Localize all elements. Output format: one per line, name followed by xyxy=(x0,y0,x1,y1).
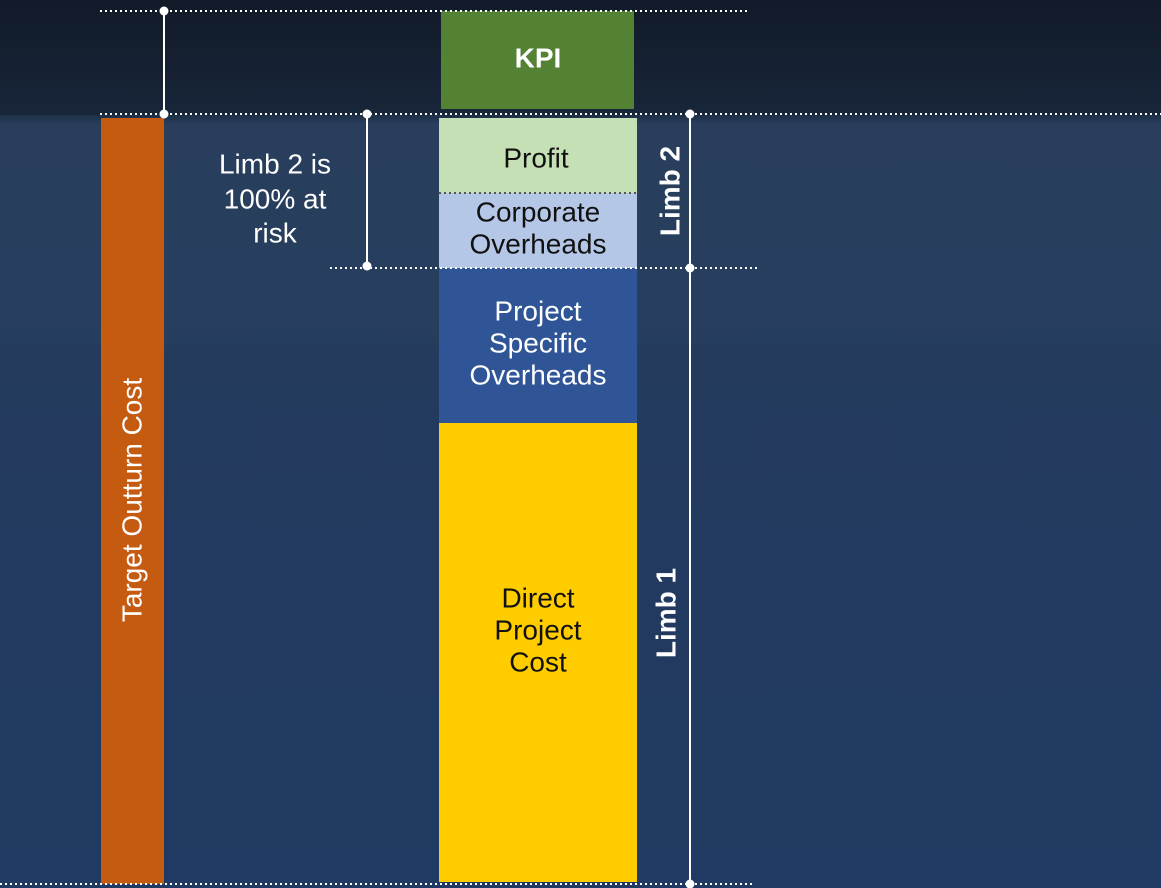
block-label: Cost xyxy=(509,646,567,677)
target-bar xyxy=(101,118,164,884)
block-label: Corporate xyxy=(476,196,601,227)
dot xyxy=(159,6,169,16)
dot xyxy=(362,261,372,271)
annotation: risk xyxy=(253,217,298,248)
block-label: KPI xyxy=(515,42,562,73)
limb-label: Limb 2 xyxy=(654,146,685,236)
kpi-block xyxy=(441,11,634,109)
limb-label: Limb 1 xyxy=(650,568,681,658)
dot xyxy=(685,263,695,273)
dot xyxy=(685,109,695,119)
block-label: Direct xyxy=(501,582,574,613)
corporate-block xyxy=(439,193,637,268)
block-label: Overheads xyxy=(470,228,607,259)
annotation: Limb 2 is xyxy=(219,148,331,179)
block-label: Specific xyxy=(489,327,587,358)
direct-block xyxy=(439,423,637,882)
block-label: Overheads xyxy=(470,359,607,390)
side-bar-label: Target Outturn Cost xyxy=(116,378,147,623)
dot xyxy=(362,109,372,119)
annotation: 100% at xyxy=(224,183,327,214)
dot xyxy=(685,879,695,888)
profit-block xyxy=(439,118,637,193)
dot xyxy=(159,109,169,119)
block-label: Project xyxy=(494,614,581,645)
project-block xyxy=(439,268,637,423)
block-label: Profit xyxy=(503,142,569,173)
block-label: Project xyxy=(494,295,581,326)
